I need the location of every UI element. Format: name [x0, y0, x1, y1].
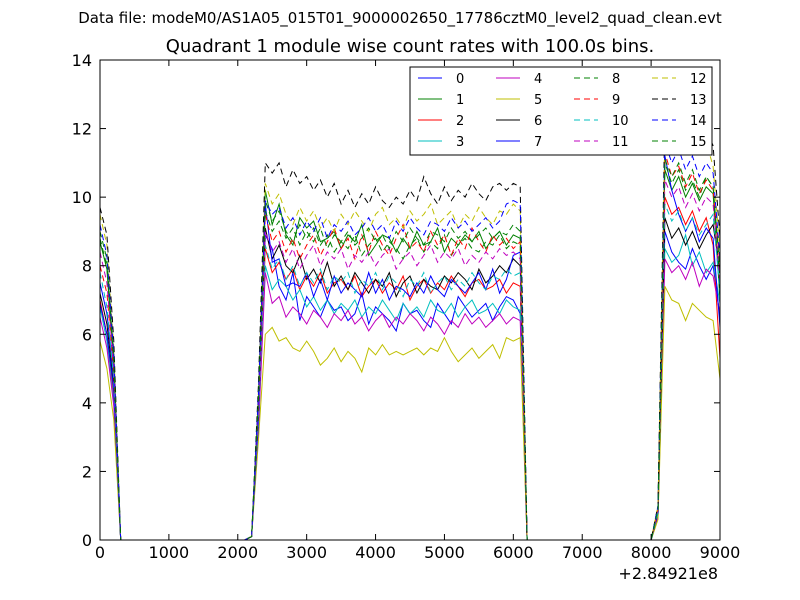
legend-label-15: 15 [690, 135, 707, 150]
legend-label-13: 13 [690, 93, 707, 108]
x-tick-label: 5000 [424, 543, 465, 562]
x-tick-label: 7000 [562, 543, 603, 562]
x-tick-label: 9000 [700, 543, 741, 562]
legend-label-2: 2 [456, 114, 464, 129]
y-tick-label: 8 [82, 257, 92, 276]
y-tick-label: 10 [72, 188, 92, 207]
legend-label-9: 9 [612, 93, 620, 108]
legend-label-8: 8 [612, 72, 620, 87]
y-tick-label: 12 [72, 120, 92, 139]
legend-label-5: 5 [534, 93, 542, 108]
x-tick-label: 2000 [217, 543, 258, 562]
legend-label-11: 11 [612, 135, 629, 150]
legend-label-6: 6 [534, 114, 542, 129]
legend-box [409, 66, 713, 156]
legend-label-3: 3 [456, 135, 464, 150]
x-offset-label: +2.84921e8 [618, 564, 718, 583]
y-tick-label: 2 [82, 462, 92, 481]
x-tick-label: 8000 [631, 543, 672, 562]
x-tick-label: 6000 [493, 543, 534, 562]
legend-label-10: 10 [612, 114, 629, 129]
chart-title: Quadrant 1 module wise count rates with … [165, 36, 655, 57]
x-tick-label: 1000 [149, 543, 190, 562]
x-tick-label: 4000 [355, 543, 396, 562]
y-tick-label: 4 [82, 394, 92, 413]
legend-label-0: 0 [456, 72, 464, 87]
x-axis: 0 1000 2000 3000 4000 5000 6000 7000 8000 9000 [95, 60, 740, 562]
x-tick-label: 3000 [286, 543, 327, 562]
y-tick-label: 0 [82, 531, 92, 550]
y-tick-label: 14 [72, 51, 92, 70]
plot-frame [99, 59, 721, 541]
y-tick-label: 6 [82, 325, 92, 344]
x-tick-label: 0 [95, 543, 105, 562]
legend-label-4: 4 [534, 72, 542, 87]
legend-label-14: 14 [690, 114, 707, 129]
data-file-suptitle: Data file: modeM0/AS1A05_015T01_90000026… [78, 9, 722, 27]
legend-label-7: 7 [534, 135, 542, 150]
legend-label-1: 1 [456, 93, 464, 108]
legend-label-12: 12 [690, 72, 707, 87]
